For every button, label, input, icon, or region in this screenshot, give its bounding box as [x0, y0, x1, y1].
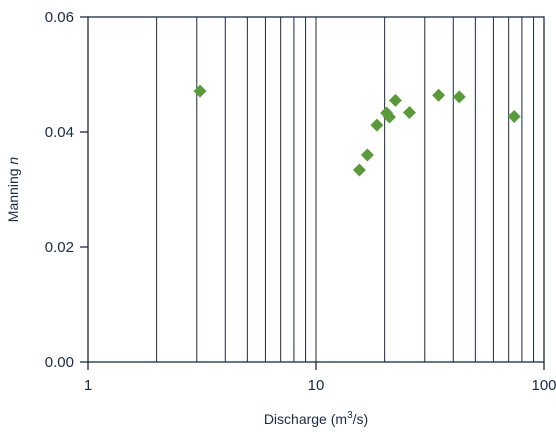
x-tick-label: 1	[84, 377, 92, 394]
data-point	[193, 84, 207, 98]
grid-lines	[156, 17, 535, 362]
y-tick-label: 0.00	[45, 354, 74, 371]
x-tick-label: 100	[531, 377, 556, 394]
y-tick-label: 0.04	[45, 124, 74, 141]
y-axis-label: Manning n	[5, 157, 21, 223]
x-axis-label-suffix: /s)	[353, 411, 369, 427]
x-axis-label: Discharge (m3/s)	[264, 410, 368, 427]
x-axis-label-prefix: Discharge (m	[264, 411, 347, 427]
x-axis-label-superscript: 3	[347, 410, 353, 421]
data-point	[432, 88, 446, 102]
data-point	[388, 93, 402, 107]
y-tick-label: 0.06	[45, 9, 74, 26]
data-point	[370, 118, 384, 132]
data-point	[352, 163, 366, 177]
y-axis-label-prefix: Manning	[5, 165, 21, 223]
data-point	[452, 90, 466, 104]
data-points	[193, 84, 521, 177]
data-point	[507, 109, 521, 123]
data-point	[382, 110, 396, 124]
y-tick-label: 0.02	[45, 239, 74, 256]
y-axis-label-italic: n	[5, 157, 21, 165]
data-point	[402, 105, 416, 119]
axis-ticks: 1 10 100 0.00 0.02 0.04 0.06	[45, 9, 556, 394]
data-point	[360, 148, 374, 162]
x-tick-label: 10	[308, 377, 325, 394]
